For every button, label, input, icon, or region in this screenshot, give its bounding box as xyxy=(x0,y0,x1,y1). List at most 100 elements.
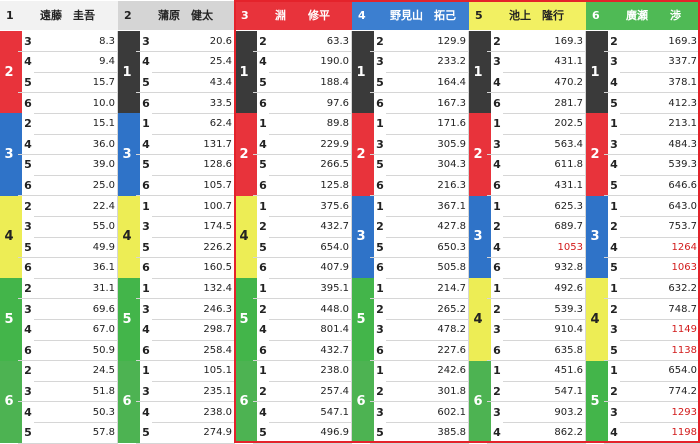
odds-value[interactable]: 753.7 xyxy=(668,221,697,233)
odds-value[interactable]: 305.9 xyxy=(437,138,466,150)
odds-value[interactable]: 862.2 xyxy=(554,427,583,439)
odds-value[interactable]: 643.0 xyxy=(668,200,697,212)
odds-value[interactable]: 547.1 xyxy=(320,406,349,418)
odds-value[interactable]: 105.7 xyxy=(203,179,232,191)
odds-value[interactable]: 258.4 xyxy=(203,344,232,356)
odds-value[interactable]: 748.7 xyxy=(668,303,697,315)
odds-value[interactable]: 129.9 xyxy=(437,35,466,47)
odds-value[interactable]: 164.4 xyxy=(437,76,466,88)
odds-value[interactable]: 169.3 xyxy=(668,35,697,47)
odds-value[interactable]: 227.6 xyxy=(437,344,466,356)
odds-value[interactable]: 432.7 xyxy=(320,221,349,233)
odds-value[interactable]: 100.7 xyxy=(203,200,232,212)
odds-value[interactable]: 57.8 xyxy=(92,427,115,439)
odds-value[interactable]: 1149 xyxy=(671,324,697,336)
odds-value[interactable]: 903.2 xyxy=(554,406,583,418)
odds-value[interactable]: 281.7 xyxy=(554,97,583,109)
odds-value[interactable]: 132.4 xyxy=(203,282,232,294)
odds-value[interactable]: 8.3 xyxy=(99,35,115,47)
odds-value[interactable]: 602.1 xyxy=(437,406,466,418)
odds-value[interactable]: 539.3 xyxy=(668,159,697,171)
odds-value[interactable]: 375.6 xyxy=(320,200,349,212)
odds-value[interactable]: 266.5 xyxy=(320,159,349,171)
column-header-4[interactable]: 4 野見山 拓己 xyxy=(352,1,469,30)
odds-value[interactable]: 63.3 xyxy=(326,35,349,47)
odds-value[interactable]: 654.0 xyxy=(320,241,349,253)
odds-value[interactable]: 128.6 xyxy=(203,159,232,171)
odds-value[interactable]: 50.9 xyxy=(92,344,115,356)
odds-value[interactable]: 202.5 xyxy=(554,118,583,130)
odds-value[interactable]: 632.2 xyxy=(668,282,697,294)
odds-value[interactable]: 563.4 xyxy=(554,138,583,150)
odds-value[interactable]: 650.3 xyxy=(437,241,466,253)
odds-value[interactable]: 689.7 xyxy=(554,221,583,233)
odds-value[interactable]: 190.0 xyxy=(320,56,349,68)
odds-value[interactable]: 188.4 xyxy=(320,76,349,88)
odds-value[interactable]: 69.6 xyxy=(92,303,115,315)
odds-value[interactable]: 25.0 xyxy=(92,179,115,191)
odds-value[interactable]: 1293 xyxy=(671,406,697,418)
odds-value[interactable]: 298.7 xyxy=(203,324,232,336)
odds-value[interactable]: 226.2 xyxy=(203,241,232,253)
odds-value[interactable]: 1053 xyxy=(557,241,583,253)
odds-value[interactable]: 635.8 xyxy=(554,344,583,356)
odds-value[interactable]: 910.4 xyxy=(554,324,583,336)
odds-value[interactable]: 238.0 xyxy=(203,406,232,418)
odds-value[interactable]: 646.6 xyxy=(668,179,697,191)
odds-value[interactable]: 55.0 xyxy=(92,221,115,233)
odds-value[interactable]: 407.9 xyxy=(320,262,349,274)
odds-value[interactable]: 22.4 xyxy=(92,200,115,212)
odds-value[interactable]: 39.0 xyxy=(92,159,115,171)
odds-value[interactable]: 33.5 xyxy=(209,97,232,109)
odds-value[interactable]: 448.0 xyxy=(320,303,349,315)
odds-value[interactable]: 274.9 xyxy=(203,427,232,439)
odds-value[interactable]: 233.2 xyxy=(437,56,466,68)
odds-value[interactable]: 1138 xyxy=(671,344,697,356)
odds-value[interactable]: 1264 xyxy=(671,241,697,253)
odds-value[interactable]: 265.2 xyxy=(437,303,466,315)
odds-value[interactable]: 49.9 xyxy=(92,241,115,253)
column-header-5[interactable]: 5 池上 隆行 xyxy=(469,1,586,30)
odds-value[interactable]: 496.9 xyxy=(320,427,349,439)
odds-value[interactable]: 238.0 xyxy=(320,365,349,377)
odds-value[interactable]: 31.1 xyxy=(92,282,115,294)
odds-value[interactable]: 1198 xyxy=(671,427,697,439)
odds-value[interactable]: 216.3 xyxy=(437,179,466,191)
odds-value[interactable]: 1063 xyxy=(671,262,697,274)
odds-value[interactable]: 432.7 xyxy=(320,344,349,356)
odds-value[interactable]: 25.4 xyxy=(209,56,232,68)
odds-value[interactable]: 492.6 xyxy=(554,282,583,294)
odds-value[interactable]: 337.7 xyxy=(668,56,697,68)
odds-value[interactable]: 385.8 xyxy=(437,427,466,439)
odds-value[interactable]: 257.4 xyxy=(320,385,349,397)
odds-value[interactable]: 539.3 xyxy=(554,303,583,315)
odds-value[interactable]: 20.6 xyxy=(209,35,232,47)
odds-value[interactable]: 9.4 xyxy=(99,56,115,68)
odds-value[interactable]: 431.1 xyxy=(554,179,583,191)
odds-value[interactable]: 395.1 xyxy=(320,282,349,294)
odds-value[interactable]: 131.7 xyxy=(203,138,232,150)
odds-value[interactable]: 160.5 xyxy=(203,262,232,274)
odds-value[interactable]: 235.1 xyxy=(203,385,232,397)
odds-value[interactable]: 97.6 xyxy=(326,97,349,109)
odds-value[interactable]: 427.8 xyxy=(437,221,466,233)
odds-value[interactable]: 171.6 xyxy=(437,118,466,130)
odds-value[interactable]: 169.3 xyxy=(554,35,583,47)
odds-value[interactable]: 484.3 xyxy=(668,138,697,150)
odds-value[interactable]: 378.1 xyxy=(668,76,697,88)
odds-value[interactable]: 611.8 xyxy=(554,159,583,171)
odds-value[interactable]: 431.1 xyxy=(554,56,583,68)
column-header-2[interactable]: 2 蒲原 健太 xyxy=(118,1,235,30)
odds-value[interactable]: 478.2 xyxy=(437,324,466,336)
odds-value[interactable]: 470.2 xyxy=(554,76,583,88)
odds-value[interactable]: 301.8 xyxy=(437,385,466,397)
column-header-6[interactable]: 6 廣瀬 渉 xyxy=(586,1,700,30)
column-header-3[interactable]: 3 淵 修平 xyxy=(235,1,352,30)
odds-value[interactable]: 15.7 xyxy=(92,76,115,88)
odds-value[interactable]: 24.5 xyxy=(92,365,115,377)
odds-value[interactable]: 774.2 xyxy=(668,385,697,397)
odds-value[interactable]: 36.1 xyxy=(92,262,115,274)
column-header-1[interactable]: 1 遠藤 圭吾 xyxy=(0,1,118,30)
odds-value[interactable]: 36.0 xyxy=(92,138,115,150)
odds-value[interactable]: 213.1 xyxy=(668,118,697,130)
